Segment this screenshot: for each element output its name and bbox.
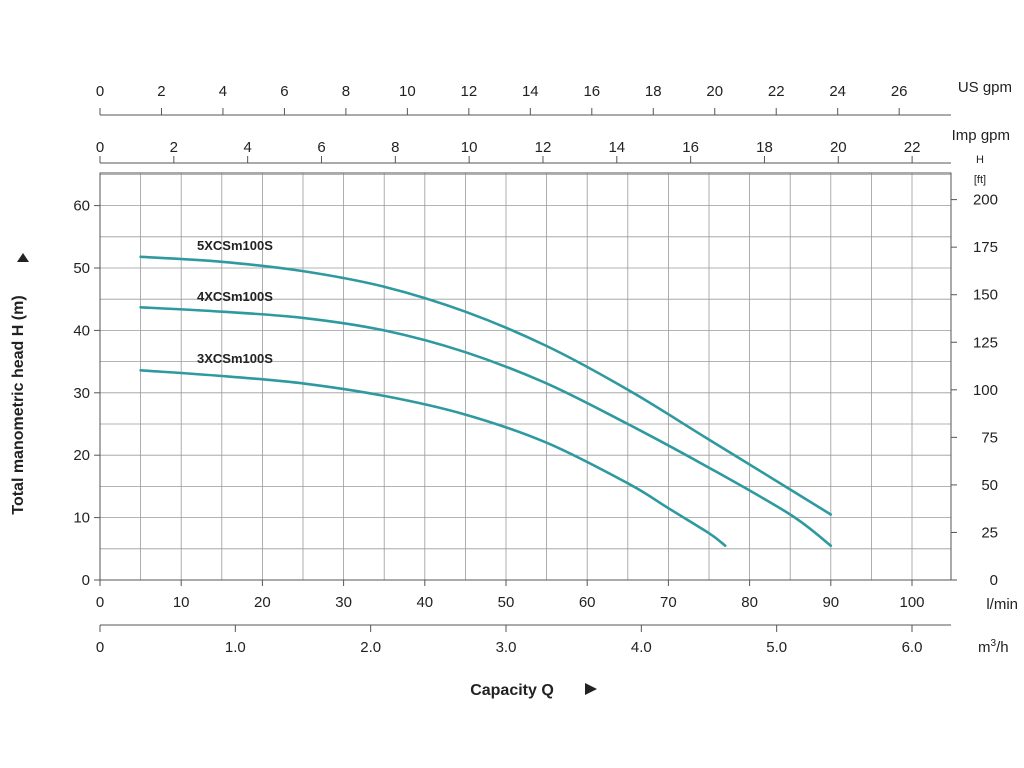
x-tick-label: 20 [254,594,271,611]
x-tick-label: 70 [660,594,677,611]
us-gpm-tick-label: 0 [96,83,104,100]
ft-tick-label: 175 [973,239,998,256]
x-tick-label: 100 [899,594,924,611]
series-line-4XCSm100S [139,306,833,547]
imp-gpm-tick-label: 8 [391,139,399,156]
us-gpm-tick-label: 2 [157,83,165,100]
x-tick-label: 0 [96,594,104,611]
imp-gpm-unit: Imp gpm [952,127,1010,144]
imp-gpm-tick-label: 6 [317,139,325,156]
series-lines [139,255,833,547]
y-tick-label: 10 [73,510,90,527]
x-tick-label: 30 [335,594,352,611]
ft-tick-label: 100 [973,382,998,399]
x-axis-label: Capacity Q [470,682,554,699]
right-axis: H [ft] 0 25 50 75 100 125 150 175 200 [951,154,998,589]
imp-gpm-tick-label: 0 [96,139,104,156]
series-label-5XCSm100S: 5XCSm100S [197,238,273,253]
y-tick-label: 60 [73,198,90,215]
us-gpm-tick-label: 8 [342,83,350,100]
m3h-tick-label: 6.0 [902,639,923,656]
imp-gpm-tick-label: 12 [535,139,552,156]
series-line-5XCSm100S [139,255,833,516]
us-gpm-unit: US gpm [958,79,1012,96]
m3h-axis-unit: m3/h [978,638,1009,656]
us-gpm-tick-label: 26 [891,83,908,100]
us-gpm-tick-label: 10 [399,83,416,100]
ft-tick-label: 150 [973,287,998,304]
imp-gpm-tick-label: 14 [608,139,625,156]
m3h-tick-label: 3.0 [496,639,517,656]
x-axis-arrow-icon [585,683,597,695]
y-tick-label: 50 [73,260,90,277]
ft-tick-label: 0 [990,572,998,589]
y-tick-label: 30 [73,385,90,402]
y-axis-arrow-icon [17,253,29,262]
x-tick-label: 50 [498,594,515,611]
us-gpm-tick-label: 12 [461,83,478,100]
x-tick-label: 60 [579,594,596,611]
us-gpm-tick-label: 20 [706,83,723,100]
x-tick-label: 90 [822,594,839,611]
us-gpm-tick-label: 14 [522,83,539,100]
ft-tick-label: 125 [973,334,998,351]
y-tick-label: 20 [73,447,90,464]
series-label-3XCSm100S: 3XCSm100S [197,351,273,366]
m3h-tick-label: 2.0 [360,639,381,656]
us-gpm-tick-label: 4 [219,83,227,100]
ft-tick-label: 25 [981,524,998,541]
x-tick-label: 10 [173,594,190,611]
series-line-3XCSm100S [139,369,727,547]
us-gpm-tick-label: 22 [768,83,785,100]
y-tick-label: 0 [82,572,90,589]
y-tick-label: 40 [73,322,90,339]
m3h-tick-label: 5.0 [766,639,787,656]
ft-tick-label: 75 [981,429,998,446]
plot-frame [99,172,952,581]
imp-gpm-tick-label: 20 [830,139,847,156]
x-axis-unit: l/min [986,596,1018,613]
series-label-4XCSm100S: 4XCSm100S [197,289,273,304]
m3h-tick-label: 0 [96,639,104,656]
us-gpm-tick-label: 6 [280,83,288,100]
x-tick-label: 80 [741,594,758,611]
bottom-axes: 0 10 20 30 40 50 60 70 80 90 100 l/min 0 1.0 2.0 3.0 4.0… [96,580,1018,656]
ft-tick-label: 50 [981,477,998,494]
grid [100,173,951,580]
imp-gpm-tick-label: 22 [904,139,921,156]
left-axis: 0 10 20 30 40 50 60 [73,198,100,589]
ft-axis-unit: [ft] [974,174,986,186]
series-labels: 5XCSm100S 4XCSm100S 3XCSm100S [197,238,273,366]
m3h-tick-label: 4.0 [631,639,652,656]
us-gpm-tick-label: 18 [645,83,662,100]
imp-gpm-tick-label: 18 [756,139,773,156]
us-gpm-tick-label: 16 [583,83,600,100]
us-gpm-tick-label: 24 [829,83,846,100]
y-axis-label: Total manometric head H (m) [10,295,27,514]
ft-axis-unit: H [976,154,984,166]
imp-gpm-tick-label: 4 [243,139,251,156]
ft-tick-label: 200 [973,192,998,209]
x-tick-label: 40 [416,594,433,611]
imp-gpm-tick-label: 2 [170,139,178,156]
imp-gpm-tick-label: 16 [682,139,699,156]
m3h-tick-label: 1.0 [225,639,246,656]
imp-gpm-tick-label: 10 [461,139,478,156]
